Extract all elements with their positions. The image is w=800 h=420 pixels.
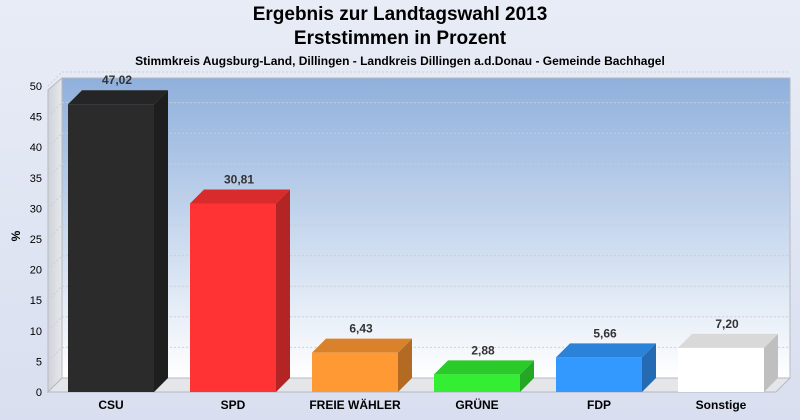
bar-grüne: 2,88 bbox=[434, 343, 534, 392]
bar-side bbox=[154, 90, 168, 392]
y-tick-label: 15 bbox=[30, 295, 42, 307]
data-label: 7,20 bbox=[715, 317, 739, 331]
x-tick-label: FDP bbox=[587, 398, 611, 412]
bar-side bbox=[398, 338, 412, 392]
y-tick-label: 10 bbox=[30, 326, 42, 338]
grid-line bbox=[47, 163, 790, 179]
grid-lines bbox=[47, 71, 790, 362]
bar-side bbox=[764, 333, 778, 392]
bar-side bbox=[642, 343, 656, 392]
x-tick-label: GRÜNE bbox=[455, 397, 498, 412]
bar-fdp: 5,66 bbox=[556, 326, 656, 392]
bar-front bbox=[556, 357, 642, 392]
grid-line bbox=[47, 102, 790, 117]
grid-line bbox=[47, 285, 790, 301]
bar-front bbox=[434, 374, 520, 392]
bar-side bbox=[520, 360, 534, 392]
y-tick-label: 50 bbox=[30, 81, 42, 93]
bars: 47,02 30,81 6,43 2,88 5,66 7,20 bbox=[68, 73, 778, 392]
data-label: 30,81 bbox=[224, 172, 254, 186]
data-label: 47,02 bbox=[102, 73, 132, 87]
bar-top bbox=[190, 189, 290, 204]
bar-top bbox=[678, 333, 778, 348]
grid-line bbox=[47, 346, 790, 362]
y-tick-label: 0 bbox=[36, 387, 42, 399]
bar-front bbox=[312, 352, 398, 392]
y-tick-label: 40 bbox=[30, 142, 42, 154]
x-tick-label: SPD bbox=[221, 398, 246, 412]
chart-caption: Stimmkreis Augsburg-Land, Dillingen - La… bbox=[135, 54, 665, 68]
bar-front bbox=[678, 347, 764, 392]
grid-line bbox=[47, 255, 790, 270]
x-tick-label: CSU bbox=[98, 398, 123, 412]
bar-spd: 30,81 bbox=[190, 172, 290, 392]
chart-title: Ergebnis zur Landtagswahl 2013 bbox=[252, 4, 548, 25]
grid-line bbox=[47, 193, 790, 209]
y-axis: 0 5 10 15 20 25 30 35 40 45 50 bbox=[30, 81, 42, 399]
y-tick-label: 30 bbox=[30, 203, 42, 215]
x-tick-label: FREIE WÄHLER bbox=[309, 397, 401, 412]
y-tick-label: 25 bbox=[30, 234, 42, 246]
bar-top bbox=[312, 338, 412, 353]
grid-line bbox=[47, 71, 790, 87]
y-tick-label: 20 bbox=[30, 265, 42, 277]
grid-line bbox=[47, 316, 790, 332]
data-label: 2,88 bbox=[471, 343, 495, 357]
y-tick-label: 45 bbox=[30, 112, 42, 124]
x-tick-label: Sonstige bbox=[696, 398, 747, 412]
y-tick-label: 35 bbox=[30, 173, 42, 185]
back-wall bbox=[61, 77, 791, 379]
bar-top bbox=[434, 360, 534, 375]
bar-side bbox=[276, 189, 290, 392]
x-axis: CSU SPD FREIE WÄHLER GRÜNE FDP Sonstige bbox=[98, 397, 746, 412]
y-axis-label: % bbox=[9, 230, 23, 241]
side-wall bbox=[47, 76, 63, 394]
bar-front bbox=[190, 203, 276, 392]
bar-top bbox=[68, 90, 168, 105]
y-tick-label: 5 bbox=[36, 356, 42, 368]
bar-front bbox=[68, 104, 154, 392]
grid-line bbox=[47, 132, 790, 148]
data-label: 6,43 bbox=[349, 322, 373, 336]
data-label: 5,66 bbox=[593, 326, 617, 340]
grid-line bbox=[47, 224, 790, 240]
chart-subtitle: Erststimmen in Prozent bbox=[293, 28, 507, 49]
bar-freie-wähler: 6,43 bbox=[312, 322, 412, 392]
bar-top bbox=[556, 343, 656, 358]
bar-csu: 47,02 bbox=[68, 73, 168, 392]
bar-sonstige: 7,20 bbox=[678, 317, 778, 392]
